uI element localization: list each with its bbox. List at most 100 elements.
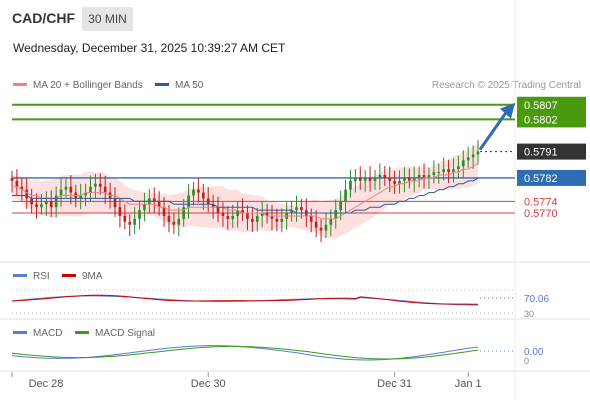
candle-body [35, 204, 38, 208]
candle-body [275, 218, 279, 222]
x-axis-label: Jan 1 [455, 378, 482, 390]
legend-macd-label: MACD [33, 328, 63, 339]
candle-body [138, 210, 141, 219]
candle-body [54, 195, 58, 208]
level-label-0-5791: 0.5791 [524, 147, 558, 159]
legend-ma20: MA 20 + Bollinger Bands [13, 80, 143, 91]
candle-body [476, 151, 480, 155]
candle-body [157, 201, 161, 208]
candle-body [442, 169, 445, 173]
x-axis-label: Dec 30 [191, 378, 226, 390]
x-axis-label: Dec 28 [29, 378, 64, 390]
candle-body [15, 180, 19, 187]
candle-body [152, 198, 156, 202]
legend-macd-signal-swatch [75, 330, 89, 334]
legend-rsi-9ma: 9MA [62, 271, 103, 282]
candle-body [344, 189, 347, 202]
candle-body [383, 175, 387, 178]
candle-body [373, 177, 377, 181]
candle-body [358, 177, 362, 181]
candle-body [89, 186, 92, 193]
legend-macd-signal-label: MACD Signal [95, 328, 156, 339]
candle-body [300, 207, 303, 211]
candle-body [162, 207, 166, 216]
candle-body [393, 180, 396, 184]
level-label-0-5770: 0.5770 [524, 208, 558, 220]
candle-body [339, 201, 342, 211]
candle-body [280, 218, 284, 222]
forecast-arrow-shaft [478, 108, 510, 151]
candle-body [368, 177, 372, 181]
ma50-line [12, 177, 479, 214]
candle-body [94, 183, 97, 187]
candle-body [45, 201, 48, 205]
bollinger-band [12, 143, 478, 239]
macd-signal-line [11, 345, 479, 360]
candle-body [118, 207, 122, 216]
candle-body [363, 177, 367, 181]
candle-body [309, 215, 313, 222]
x-axis-label: Dec 31 [377, 378, 412, 390]
candle-body [466, 157, 470, 161]
legend-rsi-swatch [13, 273, 27, 277]
chart-datetime: Wednesday, December 31, 2025 10:39:27 AM… [13, 41, 286, 55]
ma20-line [12, 162, 479, 220]
legend-9ma-label: 9MA [82, 271, 103, 282]
candle-body [461, 160, 465, 167]
candle-body [417, 175, 421, 178]
candle-body [201, 192, 205, 199]
candle-body [197, 189, 200, 193]
legend-rsi: RSI [13, 271, 50, 282]
candle-body [211, 204, 215, 208]
candle-body [192, 189, 195, 196]
legend-rsi-label: RSI [33, 271, 50, 282]
candle-body [251, 218, 254, 222]
candle-body [270, 215, 274, 219]
candle-body [349, 180, 352, 190]
legend-ma50-label: MA 50 [175, 80, 204, 91]
candle-body [388, 177, 392, 181]
candle-body [206, 198, 210, 205]
legend-macd-swatch [13, 330, 27, 334]
candle-body [123, 215, 127, 222]
candle-body [187, 195, 190, 208]
candle-body [177, 218, 181, 225]
level-box-0-5791 [517, 143, 586, 160]
level-box-0-5802 [517, 111, 586, 128]
candle-body [226, 215, 230, 219]
rsi-value-label: 70.06 [524, 294, 549, 305]
candle-body [69, 186, 73, 193]
candle-body [20, 186, 24, 190]
candle-body [25, 189, 29, 199]
candle-body [457, 166, 460, 170]
timeframe-badge[interactable]: 30 MIN [82, 7, 133, 31]
legend-macd-signal: MACD Signal [75, 328, 155, 339]
candle-body [59, 189, 63, 196]
macd-value-label: 0.00 [524, 347, 544, 358]
candle-body [84, 192, 87, 196]
legend-ma50-swatch [155, 82, 169, 86]
candle-body [471, 154, 475, 158]
candle-body [221, 213, 225, 216]
macd-axis-label: 0 [524, 356, 529, 366]
candle-body [98, 183, 102, 187]
candle-body [40, 204, 43, 208]
candle-body [432, 172, 436, 175]
candle-body [422, 175, 426, 178]
candle-body [216, 207, 220, 214]
candle-body [10, 177, 14, 181]
candle-body [437, 172, 441, 174]
candle-body [290, 210, 293, 214]
legend-9ma-swatch [62, 273, 76, 277]
candle-body [167, 215, 171, 222]
candle-body [265, 213, 269, 216]
candle-body [172, 221, 176, 225]
level-label-0-5802: 0.5802 [524, 114, 558, 126]
candle-body [407, 177, 411, 181]
candle-body [236, 210, 239, 216]
candle-body [329, 218, 333, 225]
candle-body [255, 215, 259, 222]
candle-body [452, 169, 455, 173]
